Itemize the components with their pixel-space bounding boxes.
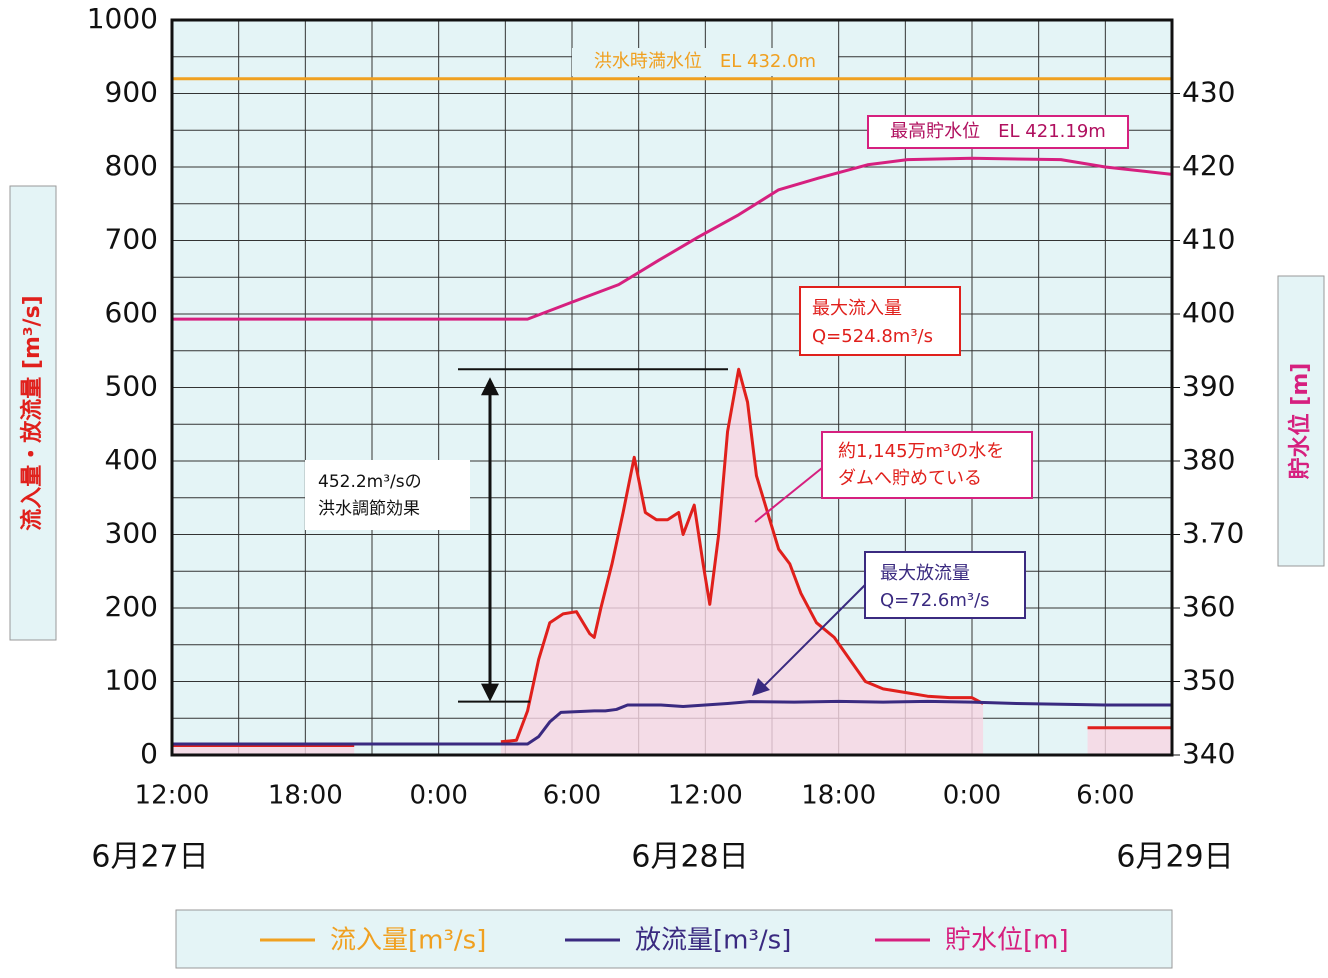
y2-tick-label: 380	[1182, 443, 1235, 476]
y2-tick-label: 410	[1182, 223, 1235, 256]
reference-label: 洪水時満水位 EL 432.0m	[594, 51, 816, 72]
x-tick-label: 0:00	[943, 781, 1001, 811]
annotation: 最大流入量	[812, 298, 902, 319]
annotation: 最高貯水位 EL 421.19m	[890, 121, 1106, 142]
day-label: 6月27日	[91, 840, 208, 875]
day-label: 6月29日	[1116, 840, 1233, 875]
y2-tick-label: 360	[1182, 590, 1235, 623]
annotation: Q=524.8m³/s	[812, 326, 933, 347]
y-tick-label: 500	[105, 370, 158, 403]
y2-tick-label: 340	[1182, 737, 1235, 770]
y2-tick-label: 400	[1182, 296, 1235, 329]
legend-label: 放流量[m³/s]	[635, 926, 791, 956]
y-tick-label: 600	[105, 296, 158, 329]
page: 洪水時満水位 EL 432.0m 最高貯水位 EL 421.19m 最大流入量 Q=5…	[0, 0, 1328, 978]
x-tick-label: 18:00	[801, 781, 876, 811]
chart: 洪水時満水位 EL 432.0m 最高貯水位 EL 421.19m 最大流入量 Q=5…	[0, 0, 1328, 974]
y2-tick-label: 390	[1182, 370, 1235, 403]
y-tick-label: 100	[105, 664, 158, 697]
y-tick-label: 200	[105, 590, 158, 623]
annotation: 洪水調節効果	[318, 499, 420, 519]
annotation: Q=72.6m³/s	[880, 590, 990, 611]
effect-box	[305, 460, 470, 530]
y2-tick-label: 420	[1182, 149, 1235, 182]
y2-tick-label: 3.70	[1182, 517, 1244, 550]
y-tick-label: 300	[105, 517, 158, 550]
x-tick-label: 18:00	[268, 781, 343, 811]
y-tick-label: 800	[105, 149, 158, 182]
legend-label: 貯水位[m]	[945, 926, 1069, 956]
y-tick-label: 400	[105, 443, 158, 476]
y2-tick-label: 430	[1182, 76, 1235, 109]
day-label: 6月28日	[631, 840, 748, 875]
x-tick-label: 12:00	[135, 781, 210, 811]
y2-axis-label: 貯水位 [m]	[1287, 363, 1313, 480]
legend-label: 流入量[m³/s]	[330, 926, 486, 956]
y-tick-label: 900	[105, 76, 158, 109]
annotation: 約1,145万m³の水を	[838, 441, 1004, 462]
y-tick-label: 1000	[87, 2, 158, 35]
x-tick-label: 6:00	[543, 781, 601, 811]
x-tick-label: 6:00	[1076, 781, 1134, 811]
y-axis-label: 流入量・放流量 [m³/s]	[19, 295, 45, 530]
y-tick-label: 700	[105, 223, 158, 256]
annotation: ダムへ貯めている	[838, 468, 982, 489]
x-tick-label: 12:00	[668, 781, 743, 811]
y-tick-label: 0	[140, 737, 158, 770]
annotation: 452.2m³/sの	[318, 472, 422, 492]
x-tick-label: 0:00	[409, 781, 467, 811]
annotation: 最大放流量	[880, 563, 970, 584]
y2-tick-label: 350	[1182, 664, 1235, 697]
